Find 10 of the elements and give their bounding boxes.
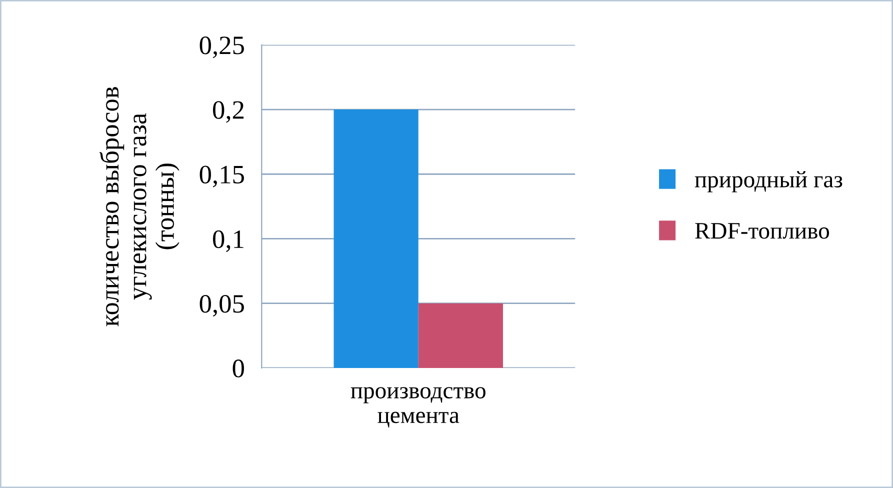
legend-label: RDF-топливо	[695, 223, 829, 239]
y-tick-label: 0	[232, 360, 244, 378]
legend-label: природный газ	[694, 171, 842, 192]
y-tick-label: 0,15	[200, 166, 244, 188]
x-tick-label: производство цемента	[350, 387, 486, 428]
y-tick-label: 0,25	[200, 36, 244, 58]
y-tick-label: 0,2	[213, 101, 244, 123]
y-tick-label: 0,05	[200, 294, 244, 317]
y-tick-label: 0,1	[213, 230, 244, 252]
y-axis-title: количество выбросов углекислого газа (тонны)	[100, 87, 180, 326]
